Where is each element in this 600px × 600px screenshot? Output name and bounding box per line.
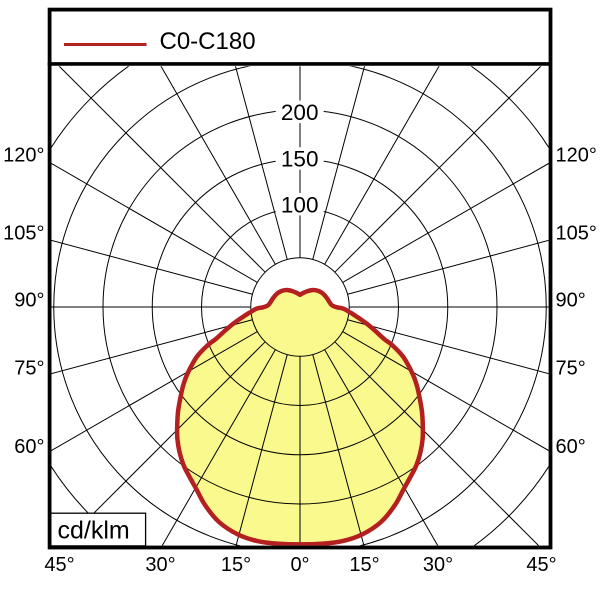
svg-text:0°: 0°	[290, 554, 309, 576]
svg-text:120°: 120°	[3, 145, 44, 167]
svg-text:90°: 90°	[14, 290, 44, 312]
svg-text:cd/klm: cd/klm	[58, 517, 130, 545]
svg-text:60°: 60°	[14, 436, 44, 458]
svg-text:60°: 60°	[556, 436, 586, 458]
svg-text:15°: 15°	[349, 554, 379, 576]
svg-text:150: 150	[281, 147, 319, 172]
svg-text:200: 200	[281, 100, 319, 125]
svg-text:100: 100	[281, 192, 319, 217]
svg-text:120°: 120°	[556, 145, 597, 167]
svg-text:75°: 75°	[14, 358, 44, 380]
svg-text:105°: 105°	[556, 223, 597, 245]
svg-text:105°: 105°	[3, 223, 44, 245]
svg-text:45°: 45°	[526, 554, 556, 576]
svg-text:90°: 90°	[556, 290, 586, 312]
svg-text:75°: 75°	[556, 358, 586, 380]
svg-text:15°: 15°	[221, 554, 251, 576]
svg-text:30°: 30°	[423, 554, 453, 576]
svg-text:45°: 45°	[44, 554, 74, 576]
svg-text:30°: 30°	[145, 554, 175, 576]
svg-text:C0-C180: C0-C180	[160, 28, 256, 55]
